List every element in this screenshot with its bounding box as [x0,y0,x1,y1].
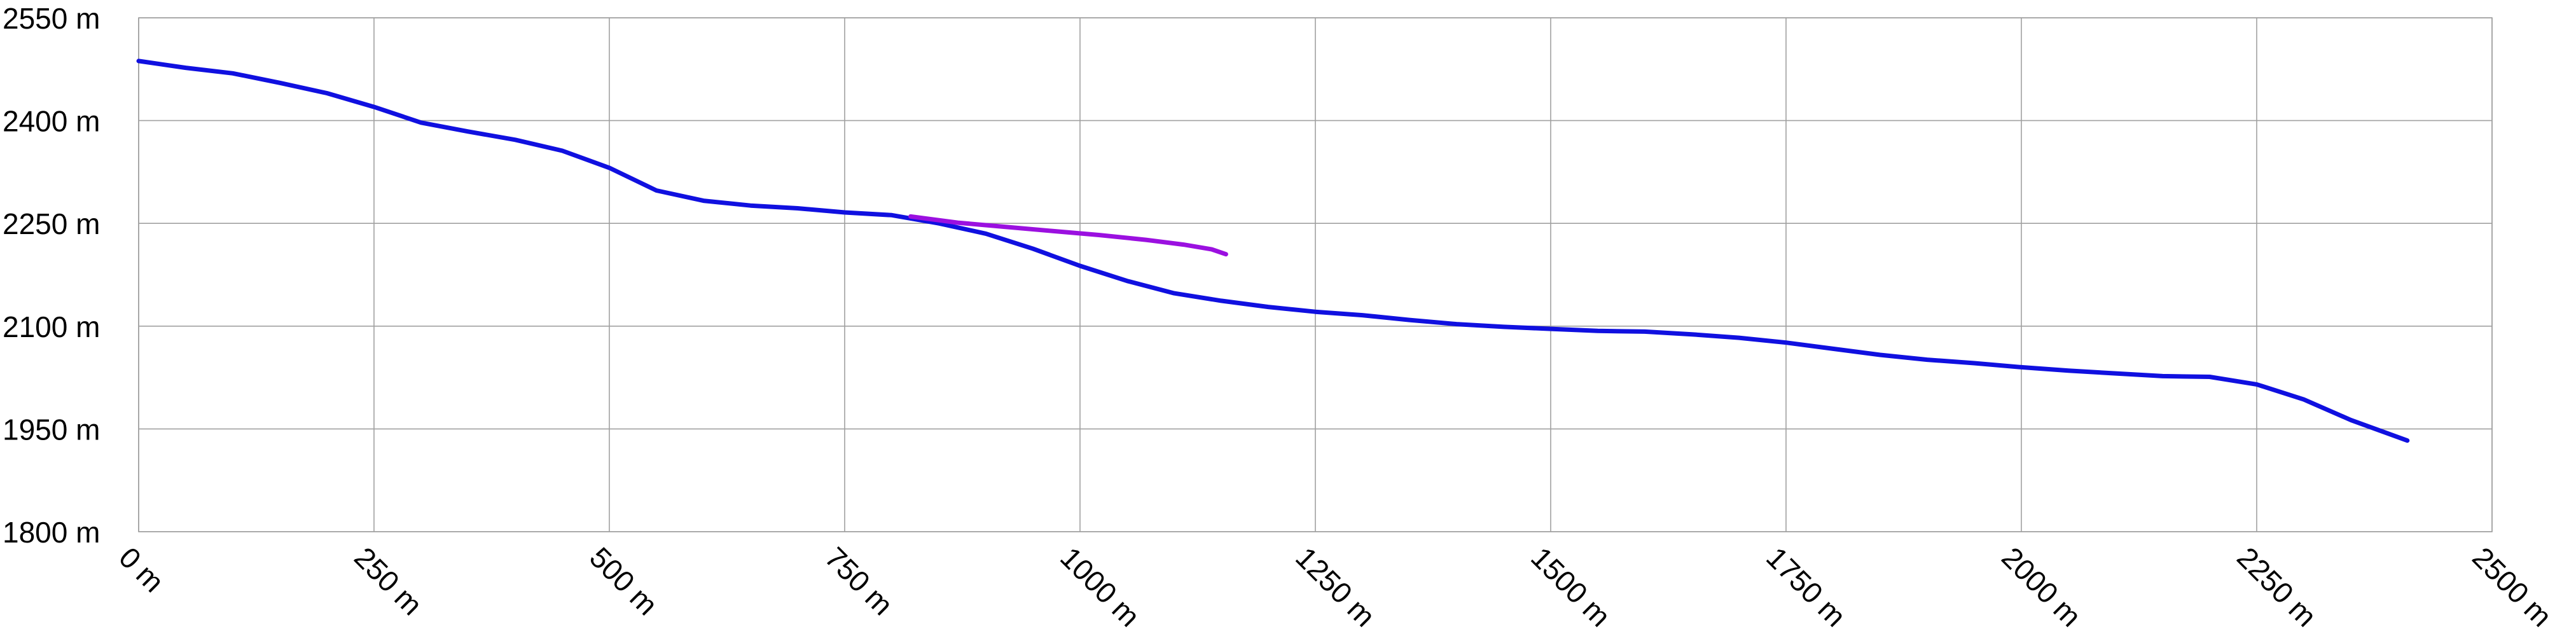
x-tick-label: 2250 m [2231,541,2323,633]
plot-frame [138,17,2493,532]
gridlines [138,17,2493,532]
x-tick-label: 750 m [819,541,899,621]
y-tick-label: 2100 m [3,310,100,343]
x-tick-label: 1250 m [1289,541,1381,633]
x-tick-label: 500 m [583,541,664,621]
y-tick-label: 2250 m [3,207,100,240]
x-tick-label: 1000 m [1054,541,1146,633]
series-line-2 [908,214,1228,257]
series-lines [136,59,2410,443]
y-tick-label: 2550 m [3,2,100,35]
x-axis-ticks: 0 m 250 m 500 m 750 m 1000 m 1250 m 1500 m 1750… [113,541,2558,633]
y-tick-label: 1800 m [3,516,100,549]
y-tick-label: 2400 m [3,105,100,138]
y-tick-label: 1950 m [3,413,100,446]
x-tick-label: 1750 m [1760,541,1852,633]
x-tick-label: 2500 m [2466,541,2558,633]
x-tick-label: 1500 m [1525,541,1617,633]
x-tick-label: 2000 m [1995,541,2088,633]
x-tick-label: 250 m [348,541,429,621]
y-axis-ticks: 1800 m 1950 m 2100 m 2250 m 2400 m 2550 m [3,2,100,549]
x-tick-label: 0 m [113,541,170,598]
series-line-1 [136,59,2410,443]
